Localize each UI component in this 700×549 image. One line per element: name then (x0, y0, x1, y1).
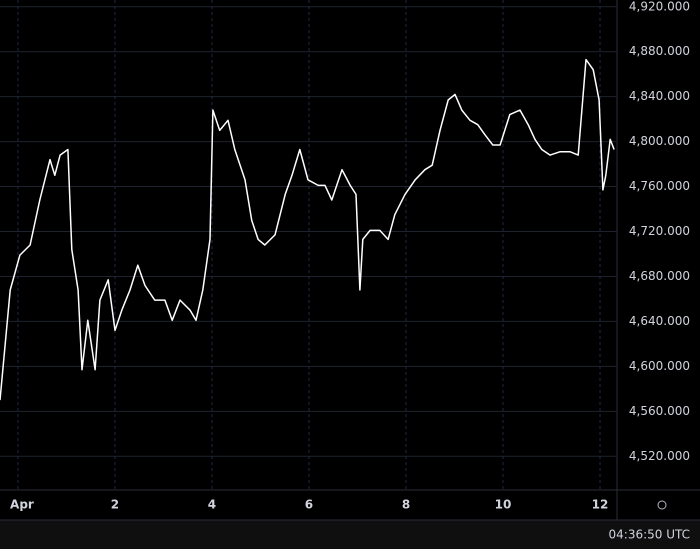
y-tick-label: 4,760.000 (629, 179, 690, 193)
y-tick-label: 4,880.000 (629, 44, 690, 58)
x-tick-label: 8 (402, 498, 410, 512)
price-line (0, 58, 615, 401)
x-tick-label: 2 (111, 498, 119, 512)
time-label: 04:36:50 UTC (609, 528, 691, 542)
y-tick-label: 4,840.000 (629, 89, 690, 103)
y-tick-label: 4,920.000 (629, 0, 690, 13)
x-tick-label: 10 (495, 498, 512, 512)
y-tick-label: 4,600.000 (629, 359, 690, 373)
y-tick-label: 4,800.000 (629, 134, 690, 148)
y-tick-label: 4,520.000 (629, 449, 690, 463)
y-tick-label: 4,640.000 (629, 314, 690, 328)
y-tick-label: 4,560.000 (629, 404, 690, 418)
status-bar (0, 520, 700, 549)
x-tick-label: 4 (208, 498, 216, 512)
y-tick-label: 4,720.000 (629, 224, 690, 238)
y-tick-label: 4,680.000 (629, 269, 690, 283)
x-tick-label: 12 (592, 498, 609, 512)
x-tick-label: 6 (305, 498, 313, 512)
settings-icon[interactable] (657, 500, 667, 510)
x-tick-label: Apr (10, 498, 34, 512)
